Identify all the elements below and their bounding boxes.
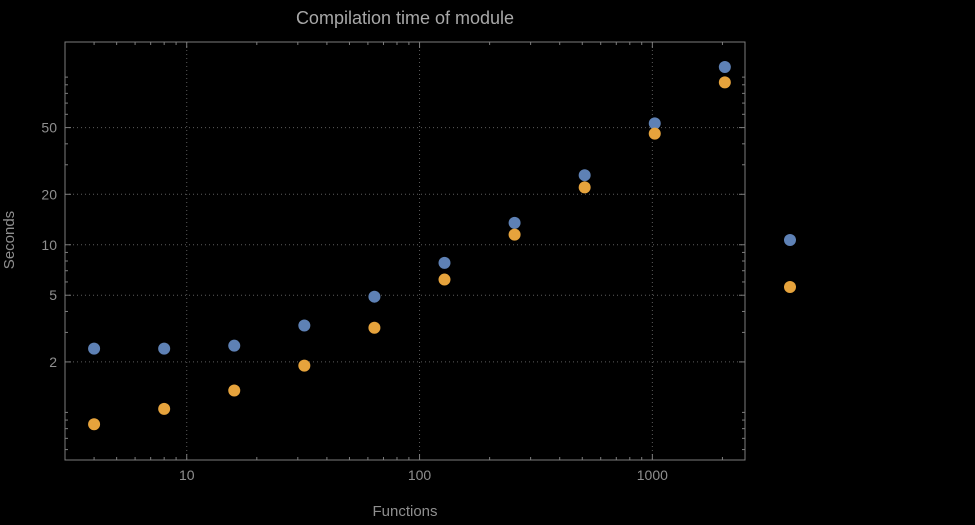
data-point-series-2 — [368, 321, 381, 334]
data-point-series-2 — [158, 402, 171, 415]
x-tick-label: 1000 — [637, 467, 668, 483]
data-point-series-1 — [578, 169, 591, 182]
legend-marker-2 — [784, 281, 796, 293]
x-axis-label: Functions — [372, 503, 437, 520]
x-tick-label: 10 — [179, 467, 195, 483]
y-tick-label: 5 — [49, 287, 57, 303]
data-point-series-2 — [88, 418, 101, 431]
data-point-series-1 — [438, 256, 451, 269]
data-point-series-1 — [648, 117, 661, 130]
data-point-series-1 — [508, 216, 521, 229]
data-point-series-2 — [228, 384, 241, 397]
data-point-series-2 — [438, 273, 451, 286]
data-point-series-1 — [88, 342, 101, 355]
chart-title: Compilation time of module — [296, 8, 514, 28]
data-point-series-2 — [508, 228, 521, 241]
data-point-series-1 — [298, 319, 311, 332]
data-point-series-2 — [718, 76, 731, 89]
y-tick-label: 2 — [49, 354, 57, 370]
chart-layer: 10 100 1000 2 5 10 20 50 — [41, 41, 796, 483]
plot-frame — [64, 41, 746, 461]
y-tick-label: 50 — [41, 120, 57, 136]
data-point-series-1 — [718, 60, 731, 73]
x-tick-label: 100 — [408, 467, 432, 483]
data-point-series-1 — [228, 339, 241, 352]
data-point-series-1 — [158, 342, 171, 355]
y-tick-label: 10 — [41, 237, 57, 253]
y-axis-label: Seconds — [1, 211, 18, 269]
data-point-series-2 — [298, 359, 311, 372]
legend-marker-1 — [784, 234, 796, 246]
data-point-series-2 — [648, 127, 661, 140]
data-point-series-2 — [578, 181, 591, 194]
y-tick-label: 20 — [41, 186, 57, 202]
data-point-series-1 — [368, 290, 381, 303]
